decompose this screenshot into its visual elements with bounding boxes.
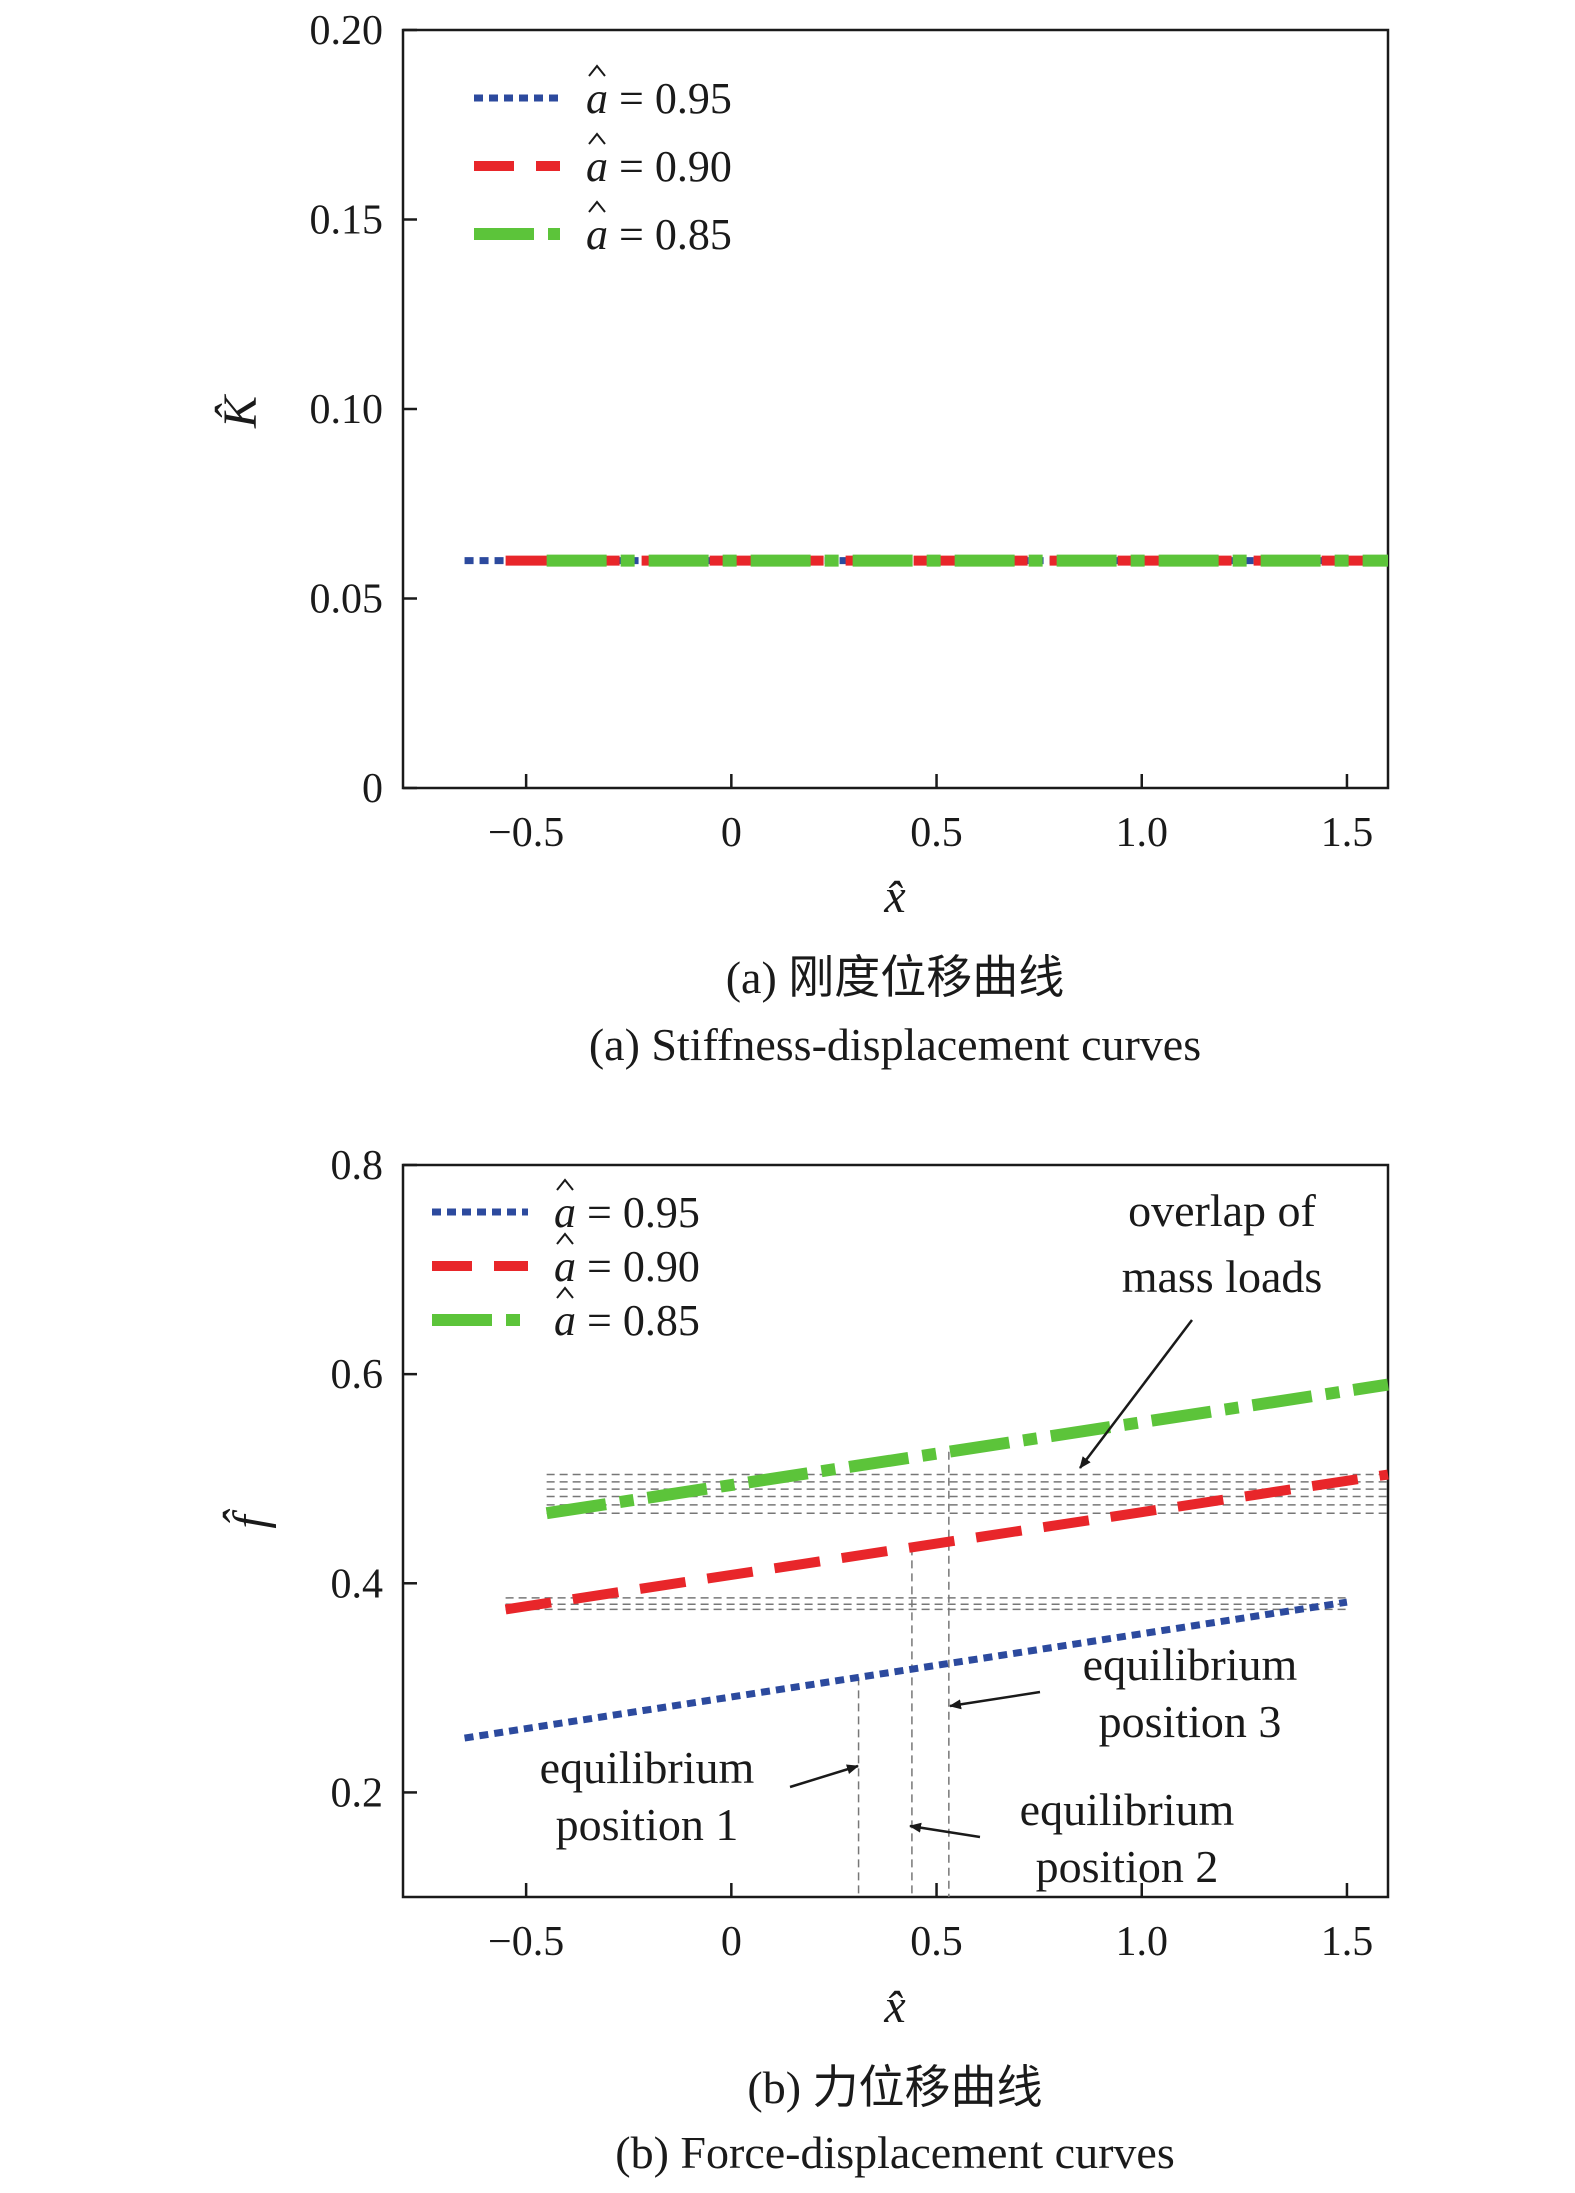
legend-label: a = 0.85 <box>586 210 732 259</box>
y-axis-label: K̂ <box>213 393 267 429</box>
eq1-text-1: equilibrium <box>540 1742 755 1793</box>
x-tick-label: 1.5 <box>1321 810 1374 856</box>
guide-lines <box>505 1451 1388 1897</box>
y-tick-label: 0.20 <box>310 8 384 54</box>
annotation-overlap: overlap of mass loads <box>1079 1185 1323 1469</box>
y-tick-label: 0.05 <box>310 577 384 623</box>
x-tick-label: 0 <box>721 810 742 856</box>
eq2-text-1: equilibrium <box>1020 1784 1235 1835</box>
caption-b-en: (b) Force-displacement curves <box>615 2127 1174 2178</box>
series-line <box>504 1469 1389 1615</box>
hat-mark <box>556 1286 574 1299</box>
eq3-text-2: position 3 <box>1099 1696 1282 1747</box>
hat-mark <box>588 200 606 213</box>
x-tick-label: 0 <box>721 1919 742 1965</box>
hat-mark <box>588 64 606 77</box>
x-tick-label: −0.5 <box>488 810 564 856</box>
force-chart: −0.5 0 0.5 1.0 1.50.20.40.60.8 a = 0.95a = 0… <box>221 1143 1390 2178</box>
eq1-arrow <box>789 1764 859 1789</box>
legend: a = 0.95 a = 0.90 a = 0.85 <box>474 64 732 259</box>
x-tick-label: −0.5 <box>488 1919 564 1965</box>
y-tick-label: 0.2 <box>331 1770 384 1816</box>
y-tick-label: 0.6 <box>331 1352 384 1398</box>
y-tick-label: 0.4 <box>331 1561 384 1607</box>
legend-label: a = 0.95 <box>554 1188 700 1237</box>
axis-ticks: −0.5 0 0.5 1.0 1.5 0 0.05 0.10 0.15 0.20 <box>310 8 1374 856</box>
eq2-text-2: position 2 <box>1036 1841 1219 1892</box>
legend-label: a = 0.95 <box>586 74 732 123</box>
annotation-eq1: equilibrium position 1 <box>540 1742 859 1850</box>
y-tick-label: 0.15 <box>310 198 384 244</box>
hat-mark <box>588 132 606 145</box>
series-line <box>545 1378 1389 1520</box>
hat-mark <box>556 1178 574 1191</box>
x-tick-label: 1.0 <box>1116 1919 1169 1965</box>
plot-frame <box>401 1163 1390 1899</box>
x-tick-label: 0.5 <box>910 1919 963 1965</box>
eq3-arrow <box>949 1690 1041 1710</box>
overlap-text-2: mass loads <box>1122 1251 1323 1302</box>
plot-frame <box>401 28 1390 790</box>
y-tick-label: 0 <box>362 766 383 812</box>
annotation-eq3: equilibrium position 3 <box>949 1639 1298 1747</box>
eq3-text-1: equilibrium <box>1083 1639 1298 1690</box>
y-tick-label: 0.10 <box>310 387 384 433</box>
legend: a = 0.95 a = 0.90 a = 0.85 <box>432 1178 700 1345</box>
legend-label: a = 0.85 <box>554 1296 700 1345</box>
overlap-arrow <box>1079 1319 1193 1469</box>
legend-label: a = 0.90 <box>586 142 732 191</box>
y-tick-label: 0.8 <box>331 1143 384 1189</box>
stiffness-chart: −0.5 0 0.5 1.0 1.5 0 0.05 0.10 0.15 0.20 a = 0.95… <box>213 8 1390 1070</box>
eq2-arrow <box>909 1822 981 1839</box>
overlap-text-1: overlap of <box>1128 1185 1316 1236</box>
series-lines <box>464 1378 1389 1742</box>
eq1-text-2: position 1 <box>556 1799 739 1850</box>
x-axis-label: x̂ <box>883 1980 905 2033</box>
caption-a-cn: (a) 刚度位移曲线 <box>726 952 1065 1003</box>
x-tick-label: 0.5 <box>910 810 963 856</box>
x-tick-label: 1.0 <box>1116 810 1169 856</box>
hat-mark <box>556 1232 574 1245</box>
caption-a-en: (a) Stiffness-displacement curves <box>589 1019 1201 1070</box>
caption-b-cn: (b) 力位移曲线 <box>747 2062 1042 2113</box>
y-axis-label: f̂ <box>221 1509 277 1529</box>
x-axis-label: x̂ <box>883 870 905 923</box>
annotation-eq2: equilibrium position 2 <box>909 1784 1235 1892</box>
axis-ticks: −0.5 0 0.5 1.0 1.5 0.2 0.4 0.6 0.8 <box>331 1143 1374 1965</box>
legend-label: a = 0.90 <box>554 1242 700 1291</box>
x-tick-label: 1.5 <box>1321 1919 1374 1965</box>
